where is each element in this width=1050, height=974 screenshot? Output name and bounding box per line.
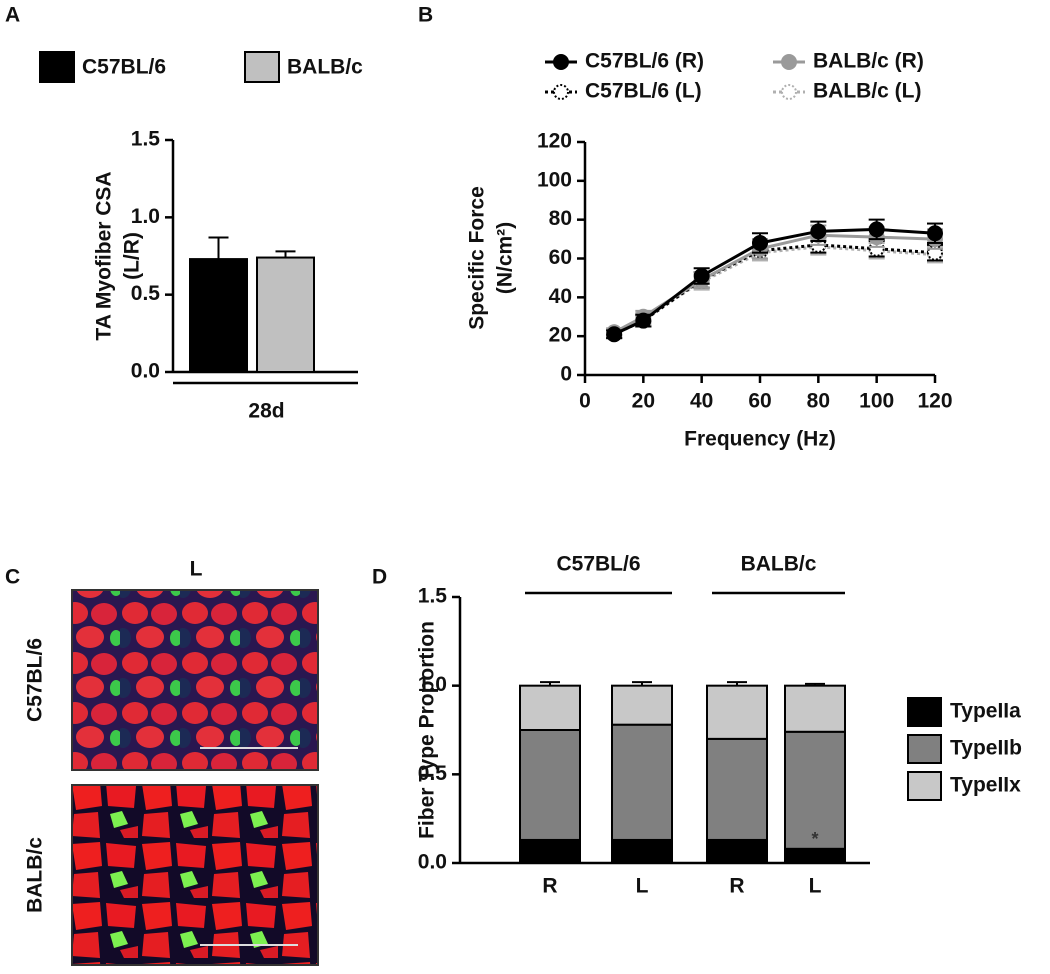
- legend-swatch: [39, 51, 75, 83]
- bar-segment: [706, 838, 768, 864]
- y-tick-label: 0.0: [131, 360, 160, 383]
- y-tick-label: 1.5: [418, 585, 448, 608]
- bar-segment: [784, 730, 846, 850]
- marker: [606, 326, 623, 343]
- y-tick-label: 40: [549, 285, 572, 308]
- panel-label: D: [372, 566, 387, 589]
- legend-swatch: [907, 697, 942, 727]
- marker: [810, 223, 827, 240]
- marker: [693, 267, 710, 284]
- bar-segment: [706, 737, 768, 841]
- marker: [635, 312, 652, 329]
- legend-label: TypeIIb: [950, 737, 1022, 760]
- x-tick-label: 40: [690, 390, 713, 413]
- column-label: L: [190, 558, 203, 581]
- x-tick-label: R: [542, 875, 557, 898]
- y-axis-label: TA Myofiber CSA: [93, 171, 116, 340]
- y-tick-label: 1.0: [418, 673, 447, 696]
- y-tick-label: 0.0: [418, 851, 447, 874]
- series-line: [613, 245, 936, 334]
- panel-label: C: [5, 566, 20, 589]
- panel-label: B: [418, 4, 433, 27]
- bar-segment: [519, 729, 581, 841]
- panel-label: A: [5, 4, 20, 27]
- legend-label: C57BL/6: [82, 56, 166, 79]
- marker: [927, 225, 943, 242]
- y-axis-label: Specific Force: [466, 186, 489, 330]
- legend-swatch: [244, 51, 280, 83]
- x-tick-label: 80: [807, 390, 830, 413]
- micrograph: [71, 784, 319, 966]
- legend-swatch: [907, 771, 942, 801]
- x-tick-label: 100: [859, 390, 894, 413]
- bar-segment: [611, 838, 673, 864]
- legend-label: TypeIIa: [950, 700, 1021, 723]
- legend-label: BALB/c (L): [813, 80, 922, 103]
- y-tick-label: 60: [549, 246, 572, 269]
- legend-swatch: [907, 734, 942, 764]
- x-tick-label: 0: [579, 390, 591, 413]
- x-tick-label: L: [636, 875, 649, 898]
- micrograph: [71, 589, 319, 771]
- y-tick-label: 1.0: [131, 205, 160, 228]
- legend-marker: [781, 54, 797, 70]
- y-axis-label: Fiber Type Proportion: [416, 621, 439, 839]
- legend-label: C57BL/6 (L): [585, 80, 702, 103]
- bar-segment: [611, 723, 673, 841]
- legend-label: C57BL/6 (R): [585, 50, 704, 73]
- x-tick-label: 20: [632, 390, 655, 413]
- bar: [256, 256, 315, 373]
- marker: [752, 234, 768, 251]
- legend-marker: [553, 84, 569, 100]
- bar-segment: [519, 684, 581, 732]
- legend-marker: [781, 84, 797, 100]
- y-tick-label: 120: [537, 130, 572, 153]
- y-tick-label: 0: [560, 363, 572, 386]
- row-label: C57BL/6: [24, 638, 47, 722]
- bar-segment: [519, 838, 581, 864]
- legend-label: TypeIIx: [950, 774, 1021, 797]
- bar: [189, 258, 248, 373]
- x-tick-label: 28d: [248, 400, 284, 423]
- bar-segment: [611, 684, 673, 726]
- marker: [868, 221, 885, 238]
- y-tick-label: 80: [549, 207, 572, 230]
- row-label: BALB/c: [24, 837, 47, 913]
- legend-label: BALB/c: [287, 56, 363, 79]
- bar-segment: [784, 847, 846, 865]
- series-line: [613, 243, 936, 336]
- y-axis-label: (L/R): [121, 232, 144, 280]
- y-tick-label: 0.5: [418, 762, 448, 785]
- legend-marker: [553, 54, 569, 70]
- y-tick-label: 20: [549, 324, 572, 347]
- group-label: BALB/c: [741, 553, 817, 576]
- y-axis-label: (N/cm²): [494, 222, 517, 294]
- y-tick-label: 100: [537, 168, 572, 191]
- y-tick-label: 0.5: [131, 282, 161, 305]
- bar-segment: [784, 684, 846, 733]
- x-tick-label: R: [729, 875, 744, 898]
- x-tick-label: 60: [748, 390, 771, 413]
- x-axis-label: Frequency (Hz): [684, 428, 836, 451]
- y-tick-label: 1.5: [131, 128, 161, 151]
- legend-label: BALB/c (R): [813, 50, 924, 73]
- annotation: *: [811, 829, 818, 849]
- x-tick-label: L: [809, 875, 822, 898]
- x-tick-label: 120: [917, 390, 952, 413]
- bar-segment: [706, 684, 768, 740]
- group-label: C57BL/6: [556, 553, 640, 576]
